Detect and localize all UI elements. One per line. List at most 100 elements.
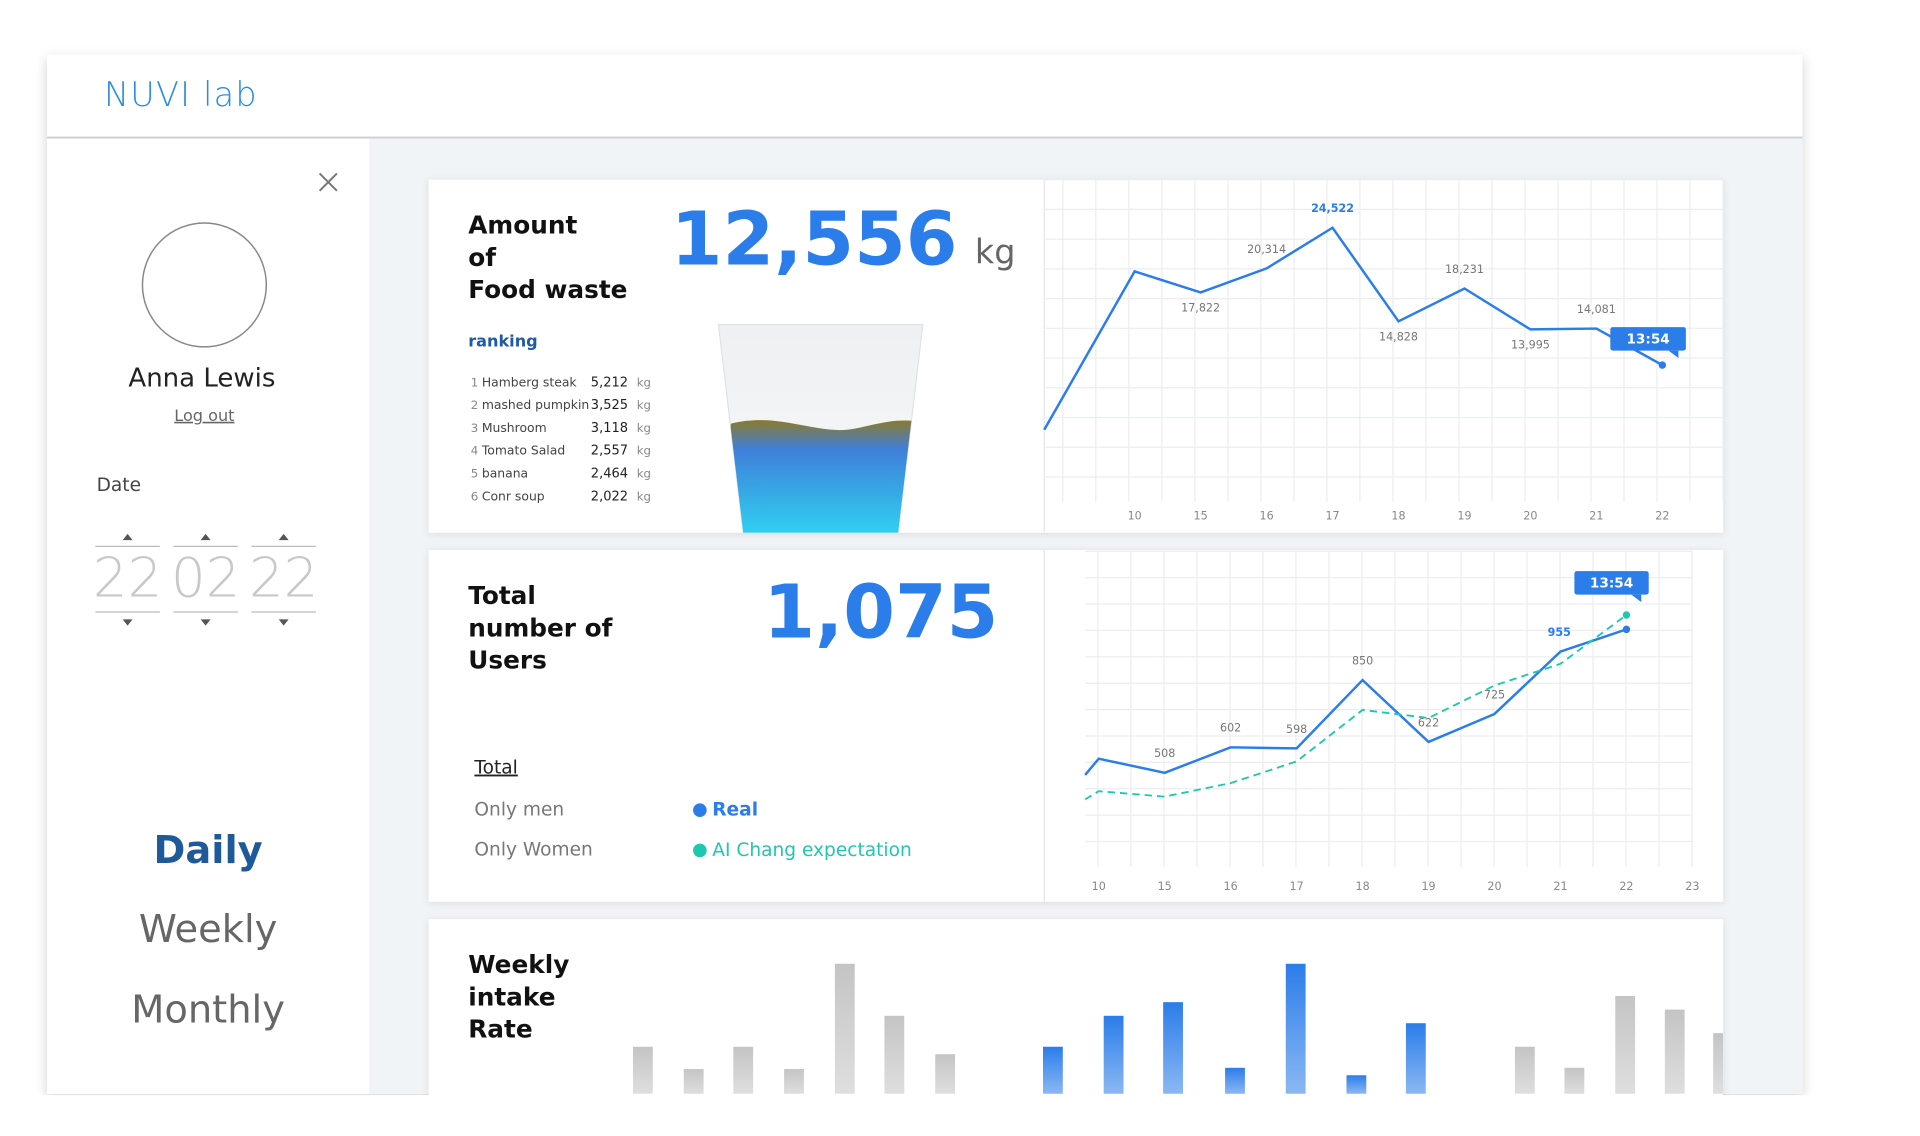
x-tick-label: 19: [1421, 880, 1435, 893]
bar: [1514, 1046, 1535, 1094]
rank-unit: kg: [637, 421, 651, 435]
date-picker: 22 02 22: [93, 533, 318, 626]
rank-amount: 3,118: [591, 421, 628, 436]
legend-title: Total: [473, 758, 517, 779]
end-point: [1658, 361, 1667, 369]
bar: [1615, 995, 1636, 1094]
line: [1084, 628, 1627, 776]
bottom-margin: [0, 1095, 1920, 1136]
rank-name: mashed pumpkin: [482, 398, 589, 412]
spin-up[interactable]: [278, 533, 289, 541]
data-label: 17,822: [1181, 302, 1220, 315]
log-out[interactable]: Log out: [174, 406, 234, 425]
spin-up[interactable]: [122, 533, 133, 541]
card-title: Weekly: [468, 950, 569, 979]
data-label: 14,081: [1577, 303, 1616, 316]
date-digit: 22: [93, 545, 162, 609]
bar: [632, 1046, 653, 1094]
rank: 3: [471, 421, 478, 435]
x-tick-label: 10: [1128, 510, 1142, 523]
rank-name: Mushroom: [482, 421, 547, 435]
rank-unit: kg: [637, 398, 651, 412]
tooltip: [1610, 327, 1686, 351]
tooltip-pointer: [1668, 350, 1679, 359]
legend-label: AI Chang expectation: [712, 840, 912, 861]
close-button[interactable]: [318, 172, 338, 192]
tooltip-text: 13:54: [1590, 575, 1633, 591]
card-title: number of: [468, 613, 612, 642]
card-title: intake: [468, 982, 555, 1011]
rank-unit: kg: [637, 466, 651, 480]
period-weekly[interactable]: Weekly: [139, 907, 278, 952]
x-tick-label: 16: [1224, 880, 1238, 893]
bar: [935, 1054, 956, 1094]
card-title: Total: [468, 581, 536, 610]
rank: 5: [471, 466, 478, 480]
card-title: of: [468, 243, 496, 272]
x-tick-label: 16: [1260, 510, 1274, 523]
date-digit: 02: [171, 545, 240, 609]
rank-amount: 3,525: [591, 398, 628, 413]
bar: [733, 1046, 754, 1094]
rank: 2: [471, 398, 478, 412]
food-waste-unit: kg: [975, 232, 1016, 271]
x-tick-label: 21: [1589, 510, 1603, 523]
rank-unit: kg: [637, 489, 651, 503]
end-point: [1622, 625, 1631, 634]
rank-unit: kg: [637, 375, 651, 389]
x-tick-label: 19: [1457, 510, 1471, 523]
data-label: 622: [1418, 716, 1439, 729]
x-tick-label: 22: [1619, 880, 1633, 893]
card-title: Amount: [468, 211, 577, 240]
x-tick-label: 23: [1685, 880, 1699, 893]
x-tick-label: 17: [1325, 510, 1339, 523]
bar: [1225, 1067, 1245, 1094]
x-tick-label: 20: [1487, 880, 1501, 893]
cup-liquid: [724, 420, 917, 533]
date-digit: 22: [249, 545, 318, 609]
rank-name: Tomato Salad: [481, 444, 565, 458]
legend-marker: [693, 803, 707, 817]
data-label: 598: [1286, 723, 1307, 736]
rank-amount: 5,212: [591, 375, 628, 390]
legend-marker: [693, 843, 707, 858]
filter-women[interactable]: Only Women: [474, 839, 592, 860]
period-monthly[interactable]: Monthly: [131, 988, 285, 1033]
bar: [1405, 1023, 1426, 1094]
rank: 1: [471, 375, 478, 389]
card-users: [428, 550, 1724, 902]
bar: [1042, 1046, 1063, 1094]
x-tick-label: 15: [1158, 880, 1172, 893]
tooltip-text: 13:54: [1626, 331, 1669, 347]
data-label: 725: [1484, 688, 1505, 701]
rank-unit: kg: [637, 444, 651, 458]
bar: [1564, 1067, 1585, 1094]
data-label: 508: [1154, 747, 1175, 760]
filter-men[interactable]: Only men: [474, 800, 564, 821]
bar: [884, 1015, 905, 1094]
x-tick-label: 15: [1194, 510, 1208, 523]
food-waste-value: 12,556: [671, 196, 958, 283]
logo[interactable]: NUVI lab: [104, 75, 258, 114]
x-tick-label: 22: [1655, 510, 1669, 523]
data-label: 18,231: [1445, 263, 1484, 276]
avatar: [141, 222, 268, 348]
data-label: 24,522: [1311, 202, 1354, 215]
bar: [834, 963, 855, 1094]
spin-down[interactable]: [278, 619, 289, 626]
bar: [784, 1069, 804, 1094]
spin-up[interactable]: [200, 533, 211, 541]
spin-down[interactable]: [200, 619, 211, 626]
card-title: Food waste: [468, 275, 627, 304]
data-label: 20,314: [1247, 243, 1286, 256]
bar: [1103, 1015, 1124, 1094]
rank: 4: [471, 444, 478, 458]
x-tick-label: 10: [1092, 880, 1106, 893]
line: [1084, 614, 1627, 801]
spin-down[interactable]: [122, 619, 133, 626]
legend-label: Real: [712, 800, 758, 821]
period-daily[interactable]: Daily: [154, 828, 263, 873]
rank-name: banana: [482, 466, 528, 480]
bar: [1285, 963, 1306, 1094]
